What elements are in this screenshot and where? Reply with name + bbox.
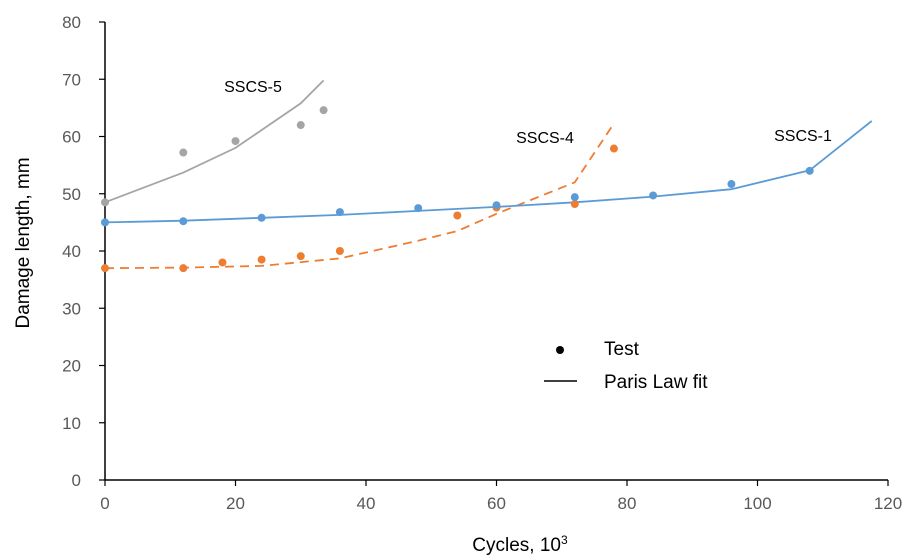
- y-tick-label: 70: [62, 70, 81, 89]
- axes: [104, 22, 888, 481]
- test-point-sscs-1: [179, 217, 188, 226]
- test-point-sscs-1: [492, 201, 501, 210]
- test-point-sscs-1: [805, 166, 814, 175]
- x-tick-label: 40: [357, 494, 376, 513]
- series-label-sscs-5: SSCS-5: [224, 79, 282, 96]
- test-points: [101, 106, 814, 273]
- legend-test-label: Test: [604, 339, 640, 360]
- test-point-sscs-5: [296, 121, 305, 130]
- x-tick-label: 60: [487, 494, 506, 513]
- x-tick-label: 100: [743, 494, 771, 513]
- test-point-sscs-1: [335, 208, 344, 217]
- test-point-sscs-5: [231, 137, 240, 146]
- y-axis-ticks: 0 10 20 30 40 50 60 70 80: [62, 13, 105, 490]
- y-axis-title: Damage length, mm: [13, 157, 34, 328]
- y-tick-label: 40: [62, 242, 81, 261]
- test-point-sscs-1: [414, 204, 423, 213]
- test-point-sscs-1: [570, 193, 579, 202]
- test-point-sscs-1: [649, 191, 658, 200]
- legend-fit-label: Paris Law fit: [604, 372, 708, 393]
- test-point-sscs-1: [101, 218, 109, 227]
- test-point-sscs-4: [257, 255, 266, 264]
- test-point-sscs-4: [218, 258, 227, 267]
- y-tick-label: 20: [62, 357, 81, 376]
- test-point-sscs-4: [453, 211, 462, 220]
- series-label-sscs-4: SSCS-4: [516, 130, 574, 147]
- test-point-sscs-4: [570, 200, 579, 209]
- legend-test-marker: [556, 346, 564, 354]
- y-tick-label: 50: [62, 185, 81, 204]
- fit-line-sscs-1: [104, 120, 873, 224]
- test-point-sscs-5: [319, 106, 328, 115]
- x-axis-title-superscript: 3: [561, 533, 568, 547]
- x-axis-ticks: 0 20 40 60 80 100 120: [100, 480, 902, 513]
- test-point-sscs-4: [609, 144, 618, 153]
- y-tick-label: 60: [62, 128, 81, 147]
- y-tick-label: 80: [62, 13, 81, 32]
- series-labels: SSCS-5 SSCS-4 SSCS-1: [224, 79, 832, 147]
- test-point-sscs-4: [179, 264, 188, 273]
- test-point-sscs-4: [296, 252, 305, 261]
- y-tick-label: 30: [62, 299, 81, 318]
- legend: Test Paris Law fit: [544, 339, 708, 393]
- x-tick-label: 0: [100, 494, 109, 513]
- x-tick-label: 20: [226, 494, 245, 513]
- test-point-sscs-1: [257, 213, 266, 222]
- series-label-sscs-1: SSCS-1: [774, 128, 832, 145]
- fit-lines: [104, 79, 873, 270]
- x-tick-label: 80: [618, 494, 637, 513]
- test-point-sscs-1: [727, 180, 736, 189]
- x-axis-title: Cycles, 103: [472, 533, 568, 556]
- fit-line-sscs-5: [104, 79, 325, 204]
- x-tick-label: 120: [874, 494, 902, 513]
- test-point-sscs-4: [101, 264, 109, 273]
- test-point-sscs-5: [179, 148, 188, 157]
- test-point-sscs-5: [101, 198, 109, 207]
- y-tick-label: 10: [62, 414, 81, 433]
- y-tick-label: 0: [72, 471, 81, 490]
- fit-line-sscs-4: [104, 122, 615, 270]
- test-point-sscs-4: [335, 247, 344, 255]
- x-axis-title-text: Cycles, 10: [472, 535, 561, 556]
